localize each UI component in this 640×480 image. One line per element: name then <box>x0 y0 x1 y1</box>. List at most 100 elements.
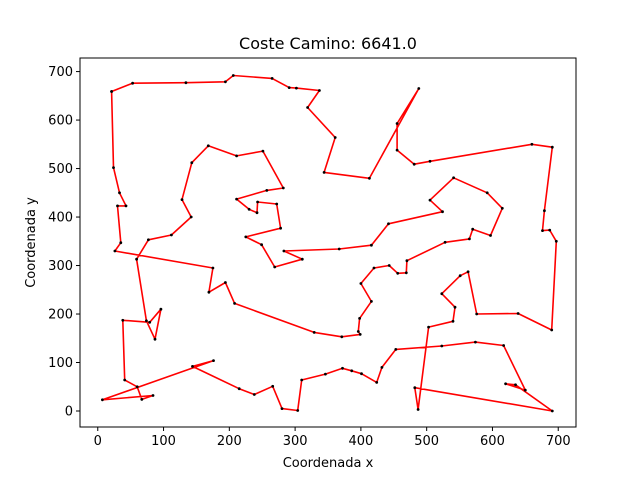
city-point <box>548 228 552 232</box>
city-point <box>413 386 417 390</box>
y-tick-label: 400 <box>48 211 73 226</box>
city-point <box>135 385 139 389</box>
city-point <box>550 409 554 413</box>
city-point <box>235 197 239 201</box>
city-point <box>500 206 504 210</box>
y-axis-label: Coordenada y <box>24 197 39 288</box>
city-point <box>224 281 227 284</box>
city-point <box>180 198 184 202</box>
city-point <box>359 282 363 285</box>
city-point <box>504 382 507 386</box>
city-point <box>471 227 475 231</box>
x-tick-label: 300 <box>283 434 308 449</box>
city-point <box>282 249 286 253</box>
city-point <box>270 77 274 80</box>
city-point <box>281 186 285 190</box>
city-point <box>452 176 455 180</box>
city-point <box>135 257 139 261</box>
city-point <box>123 378 127 382</box>
city-point <box>153 337 157 341</box>
y-tick-label: 100 <box>48 356 73 371</box>
city-point <box>485 191 489 195</box>
city-point <box>318 89 321 92</box>
plot-frame <box>79 57 577 428</box>
city-point <box>387 264 391 267</box>
city-point <box>265 189 269 192</box>
city-point <box>296 409 300 412</box>
city-point <box>541 229 544 233</box>
city-point <box>380 366 384 369</box>
city-point <box>530 142 534 146</box>
city-point <box>170 233 173 237</box>
city-point <box>255 211 259 215</box>
city-point <box>404 271 408 275</box>
city-point <box>523 388 527 392</box>
city-point <box>412 162 416 166</box>
city-point <box>543 209 546 213</box>
city-point <box>502 344 505 347</box>
city-point <box>189 215 193 219</box>
city-point <box>368 176 371 180</box>
city-point <box>370 300 373 303</box>
city-point <box>237 387 241 391</box>
city-point <box>131 81 135 85</box>
city-point <box>416 408 420 411</box>
city-point <box>261 149 265 153</box>
city-point <box>116 204 119 208</box>
city-point <box>271 384 275 388</box>
city-point <box>394 348 398 351</box>
y-tick-label: 600 <box>48 114 73 129</box>
city-point <box>275 202 279 206</box>
city-point <box>358 333 362 336</box>
city-point <box>112 166 115 170</box>
city-point <box>475 312 479 316</box>
city-point <box>341 366 344 370</box>
city-point <box>224 80 227 84</box>
city-point <box>358 317 361 320</box>
city-point <box>207 290 211 294</box>
y-tick-label: 200 <box>48 308 73 323</box>
city-point <box>279 226 282 230</box>
y-tick-label: 500 <box>48 162 73 177</box>
city-point <box>247 207 251 211</box>
city-point <box>395 122 399 125</box>
city-point <box>350 369 354 373</box>
city-point <box>458 274 462 278</box>
city-point <box>514 383 517 387</box>
city-point <box>211 266 215 270</box>
city-point <box>516 312 520 315</box>
city-point <box>453 305 457 309</box>
city-point <box>287 86 291 89</box>
city-point <box>280 407 284 410</box>
route-line <box>101 74 558 412</box>
city-point <box>145 319 148 323</box>
city-point <box>428 198 432 202</box>
city-point <box>337 247 341 251</box>
city-point <box>119 241 123 245</box>
city-point <box>244 235 248 239</box>
city-point <box>396 271 400 275</box>
city-point <box>375 381 379 384</box>
city-point <box>550 328 554 332</box>
city-point <box>256 200 259 204</box>
city-point <box>124 204 128 208</box>
city-point <box>110 90 113 93</box>
city-point <box>360 372 363 376</box>
city-point <box>489 234 492 237</box>
city-point <box>370 243 373 247</box>
city-point <box>206 144 210 148</box>
city-point <box>212 359 215 362</box>
city-point <box>101 398 104 402</box>
city-point <box>300 378 304 382</box>
city-point <box>451 319 455 323</box>
x-tick-label: 200 <box>217 434 242 449</box>
x-tick-label: 0 <box>94 434 102 449</box>
x-axis-label: Coordenada x <box>283 456 374 471</box>
city-point <box>356 330 360 333</box>
city-point <box>468 237 471 241</box>
city-point <box>113 249 117 253</box>
city-point <box>295 86 298 90</box>
city-point <box>441 210 444 214</box>
